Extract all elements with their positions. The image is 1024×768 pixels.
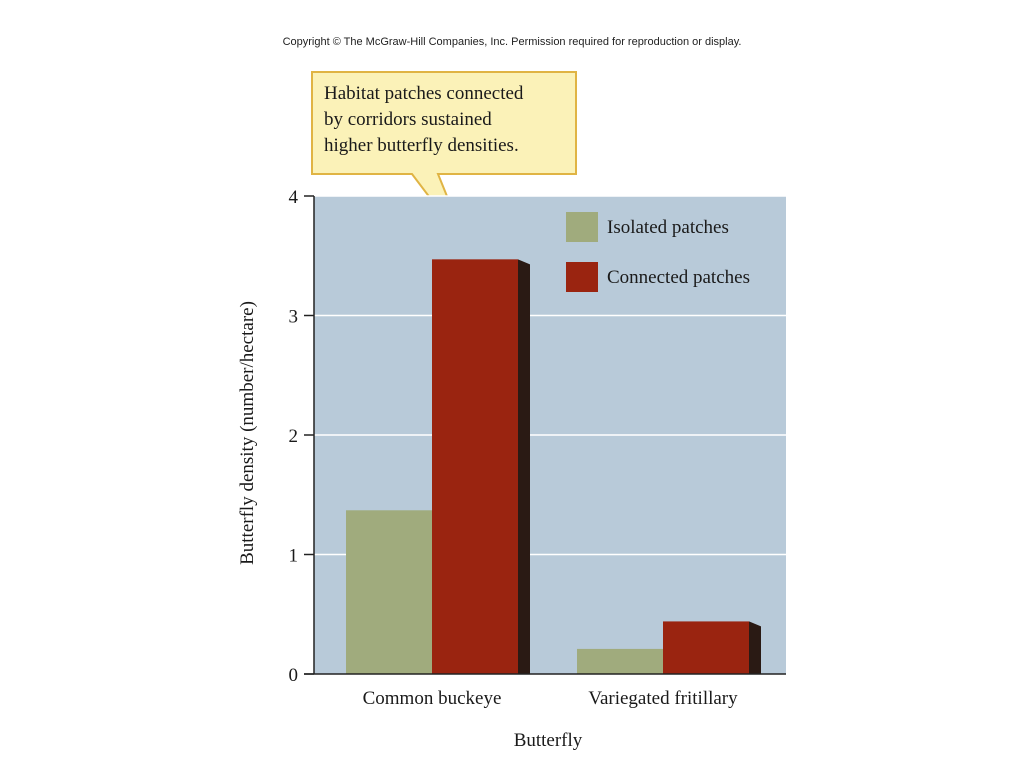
callout-line: higher butterfly densities. — [324, 135, 519, 156]
y-tick-label: 4 — [289, 187, 299, 208]
legend-label: Isolated patches — [607, 217, 729, 238]
bar-side-shadow — [749, 621, 761, 674]
x-axis-title: Butterfly — [514, 730, 583, 751]
bar-side-shadow — [518, 259, 530, 674]
callout-text: Habitat patches connected by corridors s… — [324, 81, 574, 159]
x-category-labels: Common buckeye Variegated fritillary — [363, 688, 739, 709]
bars — [346, 259, 761, 674]
legend: Isolated patches Connected patches — [566, 212, 750, 292]
y-ticks: 0 1 2 3 4 — [289, 187, 314, 686]
bar-connected — [663, 621, 749, 674]
y-tick-label: 2 — [289, 426, 299, 447]
callout-line: Habitat patches connected — [324, 83, 524, 104]
bar-isolated — [577, 648, 663, 674]
y-axis-title: Butterfly density (number/hectare) — [237, 301, 258, 565]
copyright-notice: Copyright © The McGraw-Hill Companies, I… — [282, 36, 742, 48]
y-tick-label: 0 — [289, 665, 299, 686]
y-tick-label: 3 — [289, 307, 299, 328]
y-tick-label: 1 — [289, 546, 299, 567]
legend-swatch-connected — [566, 262, 598, 292]
callout-line: by corridors sustained — [324, 109, 492, 130]
bar-connected — [432, 259, 518, 674]
bar-isolated — [346, 510, 432, 674]
legend-label: Connected patches — [607, 267, 750, 288]
x-category-label: Common buckeye — [363, 688, 502, 709]
x-category-label: Variegated fritillary — [588, 688, 738, 709]
legend-swatch-isolated — [566, 212, 598, 242]
